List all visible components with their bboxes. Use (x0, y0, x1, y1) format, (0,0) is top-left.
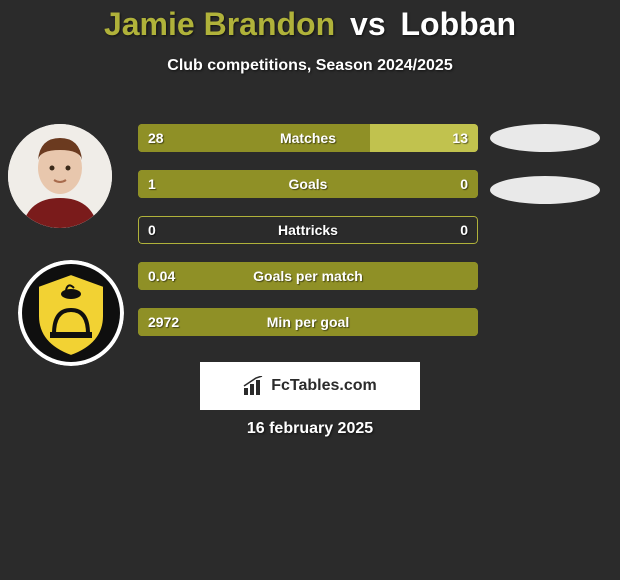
club-crest (18, 260, 124, 366)
shield-icon (18, 260, 124, 366)
subtitle: Club competitions, Season 2024/2025 (0, 57, 620, 75)
brand-prefix: Fc (271, 377, 290, 395)
comparison-row: Hattricks0 0 (138, 216, 478, 244)
stat-label: Min per goal (138, 308, 478, 336)
stat-value-p2: 0 (460, 216, 468, 244)
stat-label: Hattricks (138, 216, 478, 244)
comparison-row: Goals1 0 (138, 170, 478, 198)
person-icon (8, 124, 112, 228)
player1-avatar (8, 124, 112, 228)
comparison-row: Matches28 13 (138, 124, 478, 152)
stat-value-p2: 0 (460, 170, 468, 198)
player2-name: Lobban (401, 6, 517, 42)
stat-value-p1: 28 (148, 124, 164, 152)
stat-label: Goals (138, 170, 478, 198)
comparison-row: Goals per match0.04 (138, 262, 478, 290)
player1-name: Jamie Brandon (104, 6, 335, 42)
stat-value-p1: 0.04 (148, 262, 175, 290)
comparison-title: Jamie Brandon vs Lobban (0, 0, 620, 43)
stat-label: Matches (138, 124, 478, 152)
comparison-row: Min per goal2972 (138, 308, 478, 336)
brand-suffix: Tables.com (290, 377, 377, 395)
stat-label: Goals per match (138, 262, 478, 290)
footer-date: 16 february 2025 (247, 420, 373, 438)
bar-chart-icon (243, 376, 265, 396)
player2-placeholder-stack (490, 124, 600, 228)
placeholder-ellipse (490, 124, 600, 152)
placeholder-ellipse (490, 176, 600, 204)
comparison-rows: Matches2813Goals10Hattricks00Goals per m… (138, 124, 478, 354)
stat-value-p1: 2972 (148, 308, 179, 336)
stat-value-p1: 0 (148, 216, 156, 244)
brand-logo: FcTables.com (200, 362, 420, 410)
vs-text: vs (350, 6, 386, 42)
stat-value-p2: 13 (452, 124, 468, 152)
stat-value-p1: 1 (148, 170, 156, 198)
